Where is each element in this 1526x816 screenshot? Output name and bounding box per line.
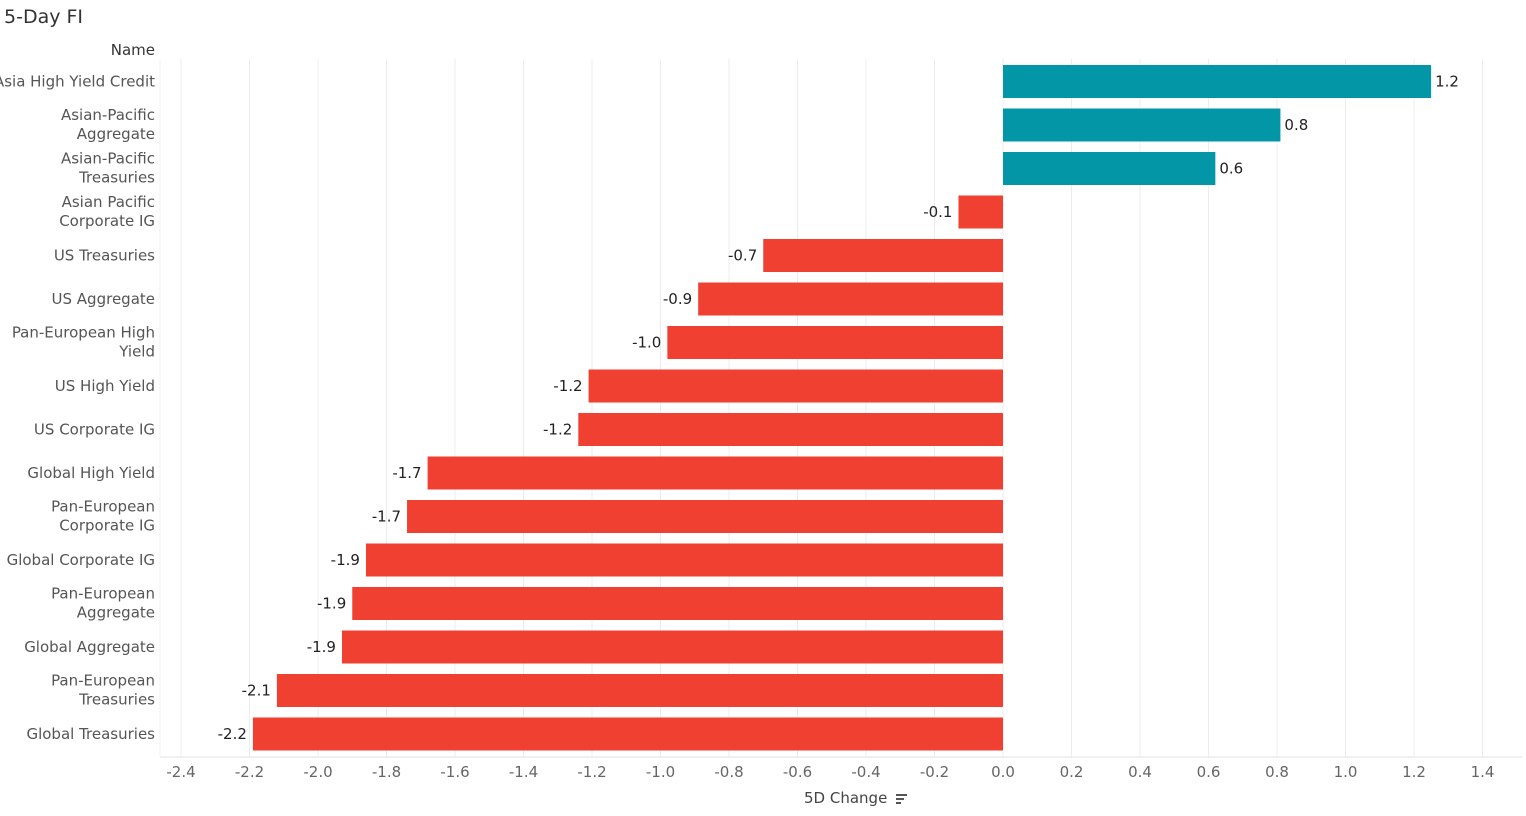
x-tick-label: -0.8 [714,763,743,781]
chart-title: 5-Day FI [4,6,84,28]
data-label: 1.2 [1435,73,1459,91]
x-axis-label: 5D Change [804,789,888,807]
category-label: Asian-Pacific Aggregate [61,106,155,143]
category-label: US High Yield [55,377,155,395]
bar[interactable] [667,326,1003,359]
x-tick-label: -1.0 [646,763,675,781]
category-label: Global Corporate IG [7,551,155,569]
x-tick-label: 0.2 [1060,763,1084,781]
data-label: -0.1 [923,203,952,221]
x-tick-label: 1.2 [1402,763,1426,781]
bar[interactable] [1003,65,1432,98]
x-tick-label: 1.0 [1334,763,1358,781]
bar[interactable] [588,369,1003,403]
x-tick-label: -1.6 [440,763,469,781]
x-tick-label: -1.8 [372,763,401,781]
x-tick-label: -2.2 [235,763,264,781]
data-label: -1.0 [632,334,661,352]
bar[interactable] [341,630,1004,664]
sort-descending-icon[interactable] [896,794,908,804]
data-labels: 1.2 0.8 0.6 -0.1 -0.7 -0.9 -1.0 -1.2 -1.2 -1.7 -1.… [218,73,1459,744]
x-tick-label: 0.6 [1197,763,1221,781]
data-label: -1.7 [372,508,401,526]
category-label: Pan-European Treasuries [51,672,155,709]
data-label: -1.9 [307,638,336,656]
category-label: Asia High Yield Credit [0,73,155,91]
category-labels: Asia High Yield Credit Asian-Pacific Aggre… [0,73,155,744]
category-label: US Corporate IG [34,421,155,439]
y-axis-header: Name [110,41,155,59]
x-tick-label: 0.0 [991,763,1015,781]
bar[interactable] [352,587,1003,620]
data-label: -1.2 [543,421,572,439]
bar[interactable] [763,239,1003,272]
x-tick-label: -0.2 [920,763,949,781]
data-label: -1.7 [392,464,421,482]
bar[interactable] [407,500,1003,533]
x-tick-label: -0.6 [783,763,812,781]
x-tick-label: -2.0 [303,763,332,781]
bar[interactable] [698,282,1003,316]
x-tick-labels: -2.4 -2.2 -2.0 -1.8 -1.6 -1.4 -1.2 -1.0 -0.8 -0.6… [166,763,1494,781]
x-tick-label: -1.2 [577,763,606,781]
data-label: -0.7 [728,247,757,265]
x-tick-label: -1.4 [509,763,538,781]
bars [252,65,1432,751]
data-label: -2.2 [218,725,247,743]
bar[interactable] [252,717,1004,751]
category-label: Asian-Pacific Treasuries [61,150,155,187]
bar[interactable] [365,543,1003,577]
category-label: Pan-European Corporate IG [51,498,155,535]
category-label: Global Aggregate [24,638,155,656]
bar[interactable] [578,413,1003,446]
bar[interactable] [958,195,1003,229]
category-label: Global High Yield [27,464,155,482]
x-tick-label: -2.4 [166,763,195,781]
x-tick-label: 1.4 [1471,763,1495,781]
x-tick-label: -0.4 [851,763,880,781]
category-label: Global Treasuries [26,725,155,743]
data-label: 0.6 [1219,160,1243,178]
data-label: -1.9 [331,551,360,569]
bar[interactable] [427,456,1004,490]
x-axis-title[interactable]: 5D Change [804,789,908,807]
x-tick-label: 0.4 [1128,763,1152,781]
data-label: 0.8 [1284,116,1308,134]
category-label: Pan-European High Yield [12,324,155,361]
bar[interactable] [1003,152,1216,185]
category-label: Asian Pacific Corporate IG [59,193,155,230]
category-label: US Treasuries [54,247,155,265]
data-label: -2.1 [242,682,271,700]
data-label: -0.9 [663,290,692,308]
category-label: US Aggregate [52,290,155,308]
category-label: Pan-European Aggregate [51,585,155,622]
bar[interactable] [1003,108,1281,142]
data-label: -1.9 [317,595,346,613]
data-label: -1.2 [553,377,582,395]
x-tick-label: 0.8 [1265,763,1289,781]
bar[interactable] [276,674,1003,707]
